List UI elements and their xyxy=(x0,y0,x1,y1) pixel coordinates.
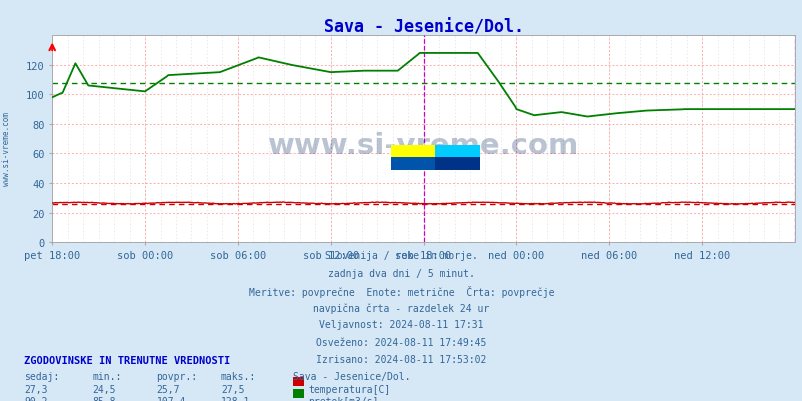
Text: 27,5: 27,5 xyxy=(221,384,244,394)
Text: 27,3: 27,3 xyxy=(24,384,47,394)
Text: Meritve: povprečne  Enote: metrične  Črta: povprečje: Meritve: povprečne Enote: metrične Črta:… xyxy=(249,285,553,297)
Text: Slovenija / reke in morje.: Slovenija / reke in morje. xyxy=(325,251,477,261)
Text: povpr.:: povpr.: xyxy=(156,371,197,381)
Text: temperatura[C]: temperatura[C] xyxy=(308,384,390,394)
Text: 25,7: 25,7 xyxy=(156,384,180,394)
Text: www.si-vreme.com: www.si-vreme.com xyxy=(268,132,578,160)
Text: pretok[m3/s]: pretok[m3/s] xyxy=(308,396,379,401)
Bar xyxy=(391,146,435,158)
Text: Izrisano: 2024-08-11 17:53:02: Izrisano: 2024-08-11 17:53:02 xyxy=(316,354,486,364)
Text: Sava - Jesenice/Dol.: Sava - Jesenice/Dol. xyxy=(293,371,410,381)
Text: 85,8: 85,8 xyxy=(92,396,115,401)
Text: Veljavnost: 2024-08-11 17:31: Veljavnost: 2024-08-11 17:31 xyxy=(319,320,483,330)
Text: zadnja dva dni / 5 minut.: zadnja dva dni / 5 minut. xyxy=(328,268,474,278)
Text: 128,1: 128,1 xyxy=(221,396,250,401)
Text: 107,4: 107,4 xyxy=(156,396,186,401)
Text: 24,5: 24,5 xyxy=(92,384,115,394)
Bar xyxy=(435,158,480,170)
Title: Sava - Jesenice/Dol.: Sava - Jesenice/Dol. xyxy=(323,18,523,36)
Text: maks.:: maks.: xyxy=(221,371,256,381)
Text: min.:: min.: xyxy=(92,371,122,381)
Bar xyxy=(435,146,480,158)
Text: Osveženo: 2024-08-11 17:49:45: Osveženo: 2024-08-11 17:49:45 xyxy=(316,337,486,347)
Text: ZGODOVINSKE IN TRENUTNE VREDNOSTI: ZGODOVINSKE IN TRENUTNE VREDNOSTI xyxy=(24,355,230,365)
Text: sedaj:: sedaj: xyxy=(24,371,59,381)
Text: www.si-vreme.com: www.si-vreme.com xyxy=(2,111,11,185)
Bar xyxy=(391,158,435,170)
Text: navpična črta - razdelek 24 ur: navpična črta - razdelek 24 ur xyxy=(313,302,489,313)
Text: 90,2: 90,2 xyxy=(24,396,47,401)
